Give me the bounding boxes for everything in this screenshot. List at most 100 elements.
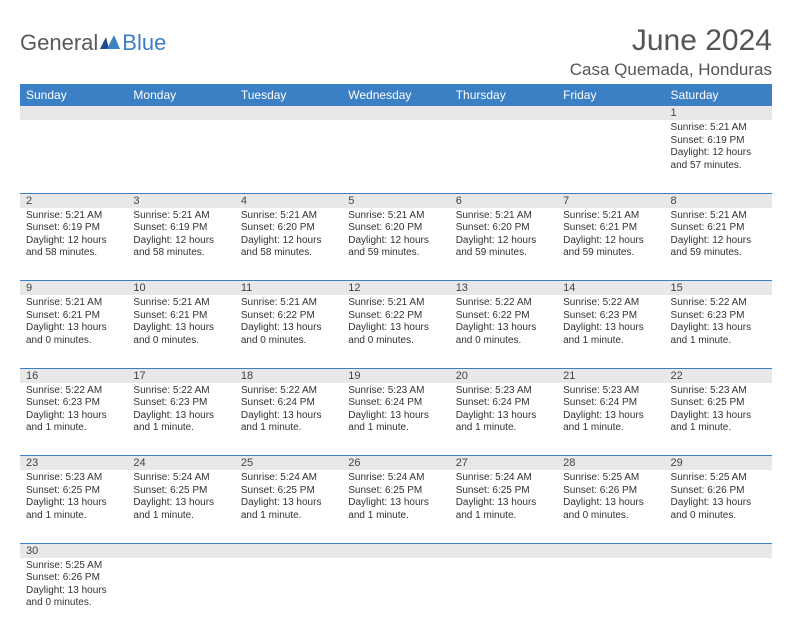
day-number-cell: 24 (127, 456, 234, 471)
daylight-text: Daylight: 13 hours and 1 minute. (671, 410, 766, 435)
day-body-cell (127, 558, 234, 631)
brand-logo: General Blue (20, 30, 166, 56)
day-details: Sunrise: 5:22 AMSunset: 6:23 PMDaylight:… (557, 295, 664, 350)
day-body-cell: Sunrise: 5:22 AMSunset: 6:24 PMDaylight:… (235, 383, 342, 456)
day-body-cell: Sunrise: 5:21 AMSunset: 6:21 PMDaylight:… (20, 295, 127, 368)
sunset-text: Sunset: 6:24 PM (241, 397, 336, 410)
daylight-text: Daylight: 13 hours and 0 minutes. (563, 497, 658, 522)
sunrise-text: Sunrise: 5:25 AM (563, 472, 658, 485)
sunset-text: Sunset: 6:21 PM (671, 222, 766, 235)
day-number-cell: 6 (450, 193, 557, 208)
daylight-text: Daylight: 13 hours and 1 minute. (456, 410, 551, 435)
sunset-text: Sunset: 6:24 PM (456, 397, 551, 410)
sunrise-text: Sunrise: 5:22 AM (671, 297, 766, 310)
sunset-text: Sunset: 6:23 PM (133, 397, 228, 410)
sunset-text: Sunset: 6:25 PM (133, 485, 228, 498)
daylight-text: Daylight: 13 hours and 1 minute. (456, 497, 551, 522)
daylight-text: Daylight: 13 hours and 1 minute. (563, 322, 658, 347)
sunrise-text: Sunrise: 5:23 AM (671, 385, 766, 398)
calendar-daynum-row: 16171819202122 (20, 368, 772, 383)
day-number-cell: 22 (665, 368, 772, 383)
daylight-text: Daylight: 13 hours and 0 minutes. (26, 585, 121, 610)
page-header: General Blue June 2024 Casa Quemada, Hon… (20, 24, 772, 80)
daylight-text: Daylight: 13 hours and 0 minutes. (241, 322, 336, 347)
day-body-cell: Sunrise: 5:21 AMSunset: 6:21 PMDaylight:… (127, 295, 234, 368)
day-body-cell: Sunrise: 5:21 AMSunset: 6:19 PMDaylight:… (665, 120, 772, 193)
day-details: Sunrise: 5:24 AMSunset: 6:25 PMDaylight:… (235, 470, 342, 525)
sunset-text: Sunset: 6:25 PM (348, 485, 443, 498)
day-details: Sunrise: 5:25 AMSunset: 6:26 PMDaylight:… (665, 470, 772, 525)
sunrise-text: Sunrise: 5:21 AM (563, 210, 658, 223)
day-number-cell: 26 (342, 456, 449, 471)
daylight-text: Daylight: 13 hours and 1 minute. (133, 410, 228, 435)
sunrise-text: Sunrise: 5:25 AM (26, 560, 121, 573)
day-body-cell (20, 120, 127, 193)
daylight-text: Daylight: 12 hours and 58 minutes. (241, 235, 336, 260)
day-body-cell: Sunrise: 5:23 AMSunset: 6:24 PMDaylight:… (450, 383, 557, 456)
day-number-cell (665, 543, 772, 558)
sunrise-text: Sunrise: 5:21 AM (456, 210, 551, 223)
sunset-text: Sunset: 6:23 PM (563, 310, 658, 323)
calendar-daynum-row: 23242526272829 (20, 456, 772, 471)
daylight-text: Daylight: 12 hours and 59 minutes. (563, 235, 658, 260)
sunset-text: Sunset: 6:25 PM (241, 485, 336, 498)
calendar-week-row: Sunrise: 5:22 AMSunset: 6:23 PMDaylight:… (20, 383, 772, 456)
sunset-text: Sunset: 6:19 PM (133, 222, 228, 235)
day-number-cell: 21 (557, 368, 664, 383)
day-body-cell (557, 120, 664, 193)
daylight-text: Daylight: 13 hours and 1 minute. (348, 410, 443, 435)
day-details: Sunrise: 5:21 AMSunset: 6:21 PMDaylight:… (127, 295, 234, 350)
day-body-cell: Sunrise: 5:23 AMSunset: 6:25 PMDaylight:… (665, 383, 772, 456)
day-number-cell (127, 543, 234, 558)
day-number-cell (342, 543, 449, 558)
day-number-cell: 10 (127, 281, 234, 296)
sunrise-text: Sunrise: 5:25 AM (671, 472, 766, 485)
day-body-cell (235, 120, 342, 193)
day-number-cell: 27 (450, 456, 557, 471)
day-body-cell (342, 120, 449, 193)
day-number-cell (557, 543, 664, 558)
day-header: Monday (127, 84, 234, 106)
daylight-text: Daylight: 13 hours and 1 minute. (671, 322, 766, 347)
day-header: Thursday (450, 84, 557, 106)
day-header: Saturday (665, 84, 772, 106)
day-details: Sunrise: 5:24 AMSunset: 6:25 PMDaylight:… (127, 470, 234, 525)
day-details: Sunrise: 5:21 AMSunset: 6:21 PMDaylight:… (665, 208, 772, 263)
sunset-text: Sunset: 6:24 PM (348, 397, 443, 410)
title-block: June 2024 Casa Quemada, Honduras (570, 24, 772, 80)
day-body-cell: Sunrise: 5:21 AMSunset: 6:21 PMDaylight:… (557, 208, 664, 281)
sunset-text: Sunset: 6:25 PM (26, 485, 121, 498)
daylight-text: Daylight: 12 hours and 58 minutes. (26, 235, 121, 260)
day-details: Sunrise: 5:23 AMSunset: 6:25 PMDaylight:… (665, 383, 772, 438)
day-number-cell: 13 (450, 281, 557, 296)
calendar-week-row: Sunrise: 5:21 AM Sunset: 6:19 PM Daylight:… (20, 208, 772, 281)
sunset-text: Sunset: 6:22 PM (456, 310, 551, 323)
day-body-cell: Sunrise: 5:23 AMSunset: 6:24 PMDaylight:… (342, 383, 449, 456)
sunset-text: Sunset: 6:26 PM (671, 485, 766, 498)
sunset-text: Sunset: 6:23 PM (671, 310, 766, 323)
sunrise-text: Sunrise: 5:24 AM (241, 472, 336, 485)
daylight-text: Daylight: 13 hours and 1 minute. (348, 497, 443, 522)
daylight-text: Daylight: 13 hours and 0 minutes. (133, 322, 228, 347)
day-number-cell: 5 (342, 193, 449, 208)
daylight-text: Daylight: 13 hours and 0 minutes. (348, 322, 443, 347)
day-body-cell: Sunrise: 5:21 AMSunset: 6:22 PMDaylight:… (235, 295, 342, 368)
day-number-cell: 23 (20, 456, 127, 471)
day-number-cell: 1 (665, 106, 772, 120)
day-number-cell: 7 (557, 193, 664, 208)
sunrise-text: Sunrise: 5:24 AM (348, 472, 443, 485)
day-number-cell: 15 (665, 281, 772, 296)
day-body-cell (450, 558, 557, 631)
day-body-cell: Sunrise: 5:24 AMSunset: 6:25 PMDaylight:… (342, 470, 449, 543)
calendar-week-row: Sunrise: 5:23 AMSunset: 6:25 PMDaylight:… (20, 470, 772, 543)
day-details: Sunrise: 5:21 AMSunset: 6:22 PMDaylight:… (235, 295, 342, 350)
sunrise-text: Sunrise: 5:22 AM (26, 385, 121, 398)
sunrise-text: Sunrise: 5:23 AM (563, 385, 658, 398)
sunrise-text: Sunrise: 5:21 AM (241, 210, 336, 223)
sunset-text: Sunset: 6:25 PM (456, 485, 551, 498)
day-number-cell: 20 (450, 368, 557, 383)
day-number-cell: 18 (235, 368, 342, 383)
day-header: Friday (557, 84, 664, 106)
daylight-text: Daylight: 13 hours and 0 minutes. (671, 497, 766, 522)
day-number-cell: 12 (342, 281, 449, 296)
